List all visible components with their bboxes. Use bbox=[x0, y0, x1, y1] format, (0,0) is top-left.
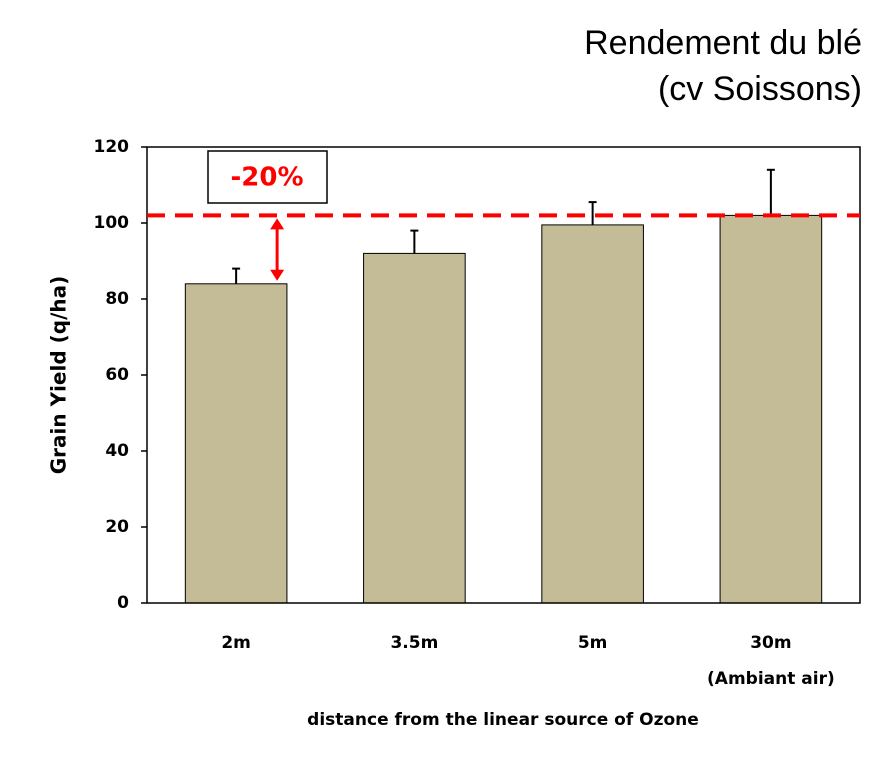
bar bbox=[363, 252, 466, 604]
bar bbox=[184, 283, 288, 604]
x-tick-sublabel: (Ambiant air) bbox=[707, 669, 835, 689]
x-axis-label: distance from the linear source of Ozone bbox=[307, 710, 699, 730]
arrow-head bbox=[270, 218, 285, 230]
x-tick-label: 2m bbox=[221, 633, 251, 653]
arrow-head bbox=[270, 269, 285, 281]
bar bbox=[541, 224, 644, 604]
bar bbox=[719, 214, 823, 604]
x-tick-label: 5m bbox=[578, 633, 608, 653]
chart-subtitle: (cv Soissons) bbox=[658, 70, 862, 108]
x-tick-label: 30m bbox=[750, 633, 791, 653]
annotation-box bbox=[207, 150, 328, 204]
y-tick-label: 0 bbox=[117, 593, 129, 613]
y-axis-label: Grain Yield (q/ha) bbox=[47, 276, 71, 475]
annotation: -20% bbox=[230, 163, 303, 193]
y-tick-label: 80 bbox=[105, 289, 129, 309]
plot-frame bbox=[146, 146, 861, 604]
x-tick-label: 3.5m bbox=[390, 633, 438, 653]
y-tick-label: 120 bbox=[94, 137, 130, 157]
chart-title: Rendement du blé bbox=[584, 24, 862, 62]
y-tick-label: 20 bbox=[105, 517, 129, 537]
y-tick-label: 40 bbox=[105, 441, 129, 461]
y-tick-label: 60 bbox=[105, 365, 129, 385]
y-tick-label: 100 bbox=[94, 213, 130, 233]
